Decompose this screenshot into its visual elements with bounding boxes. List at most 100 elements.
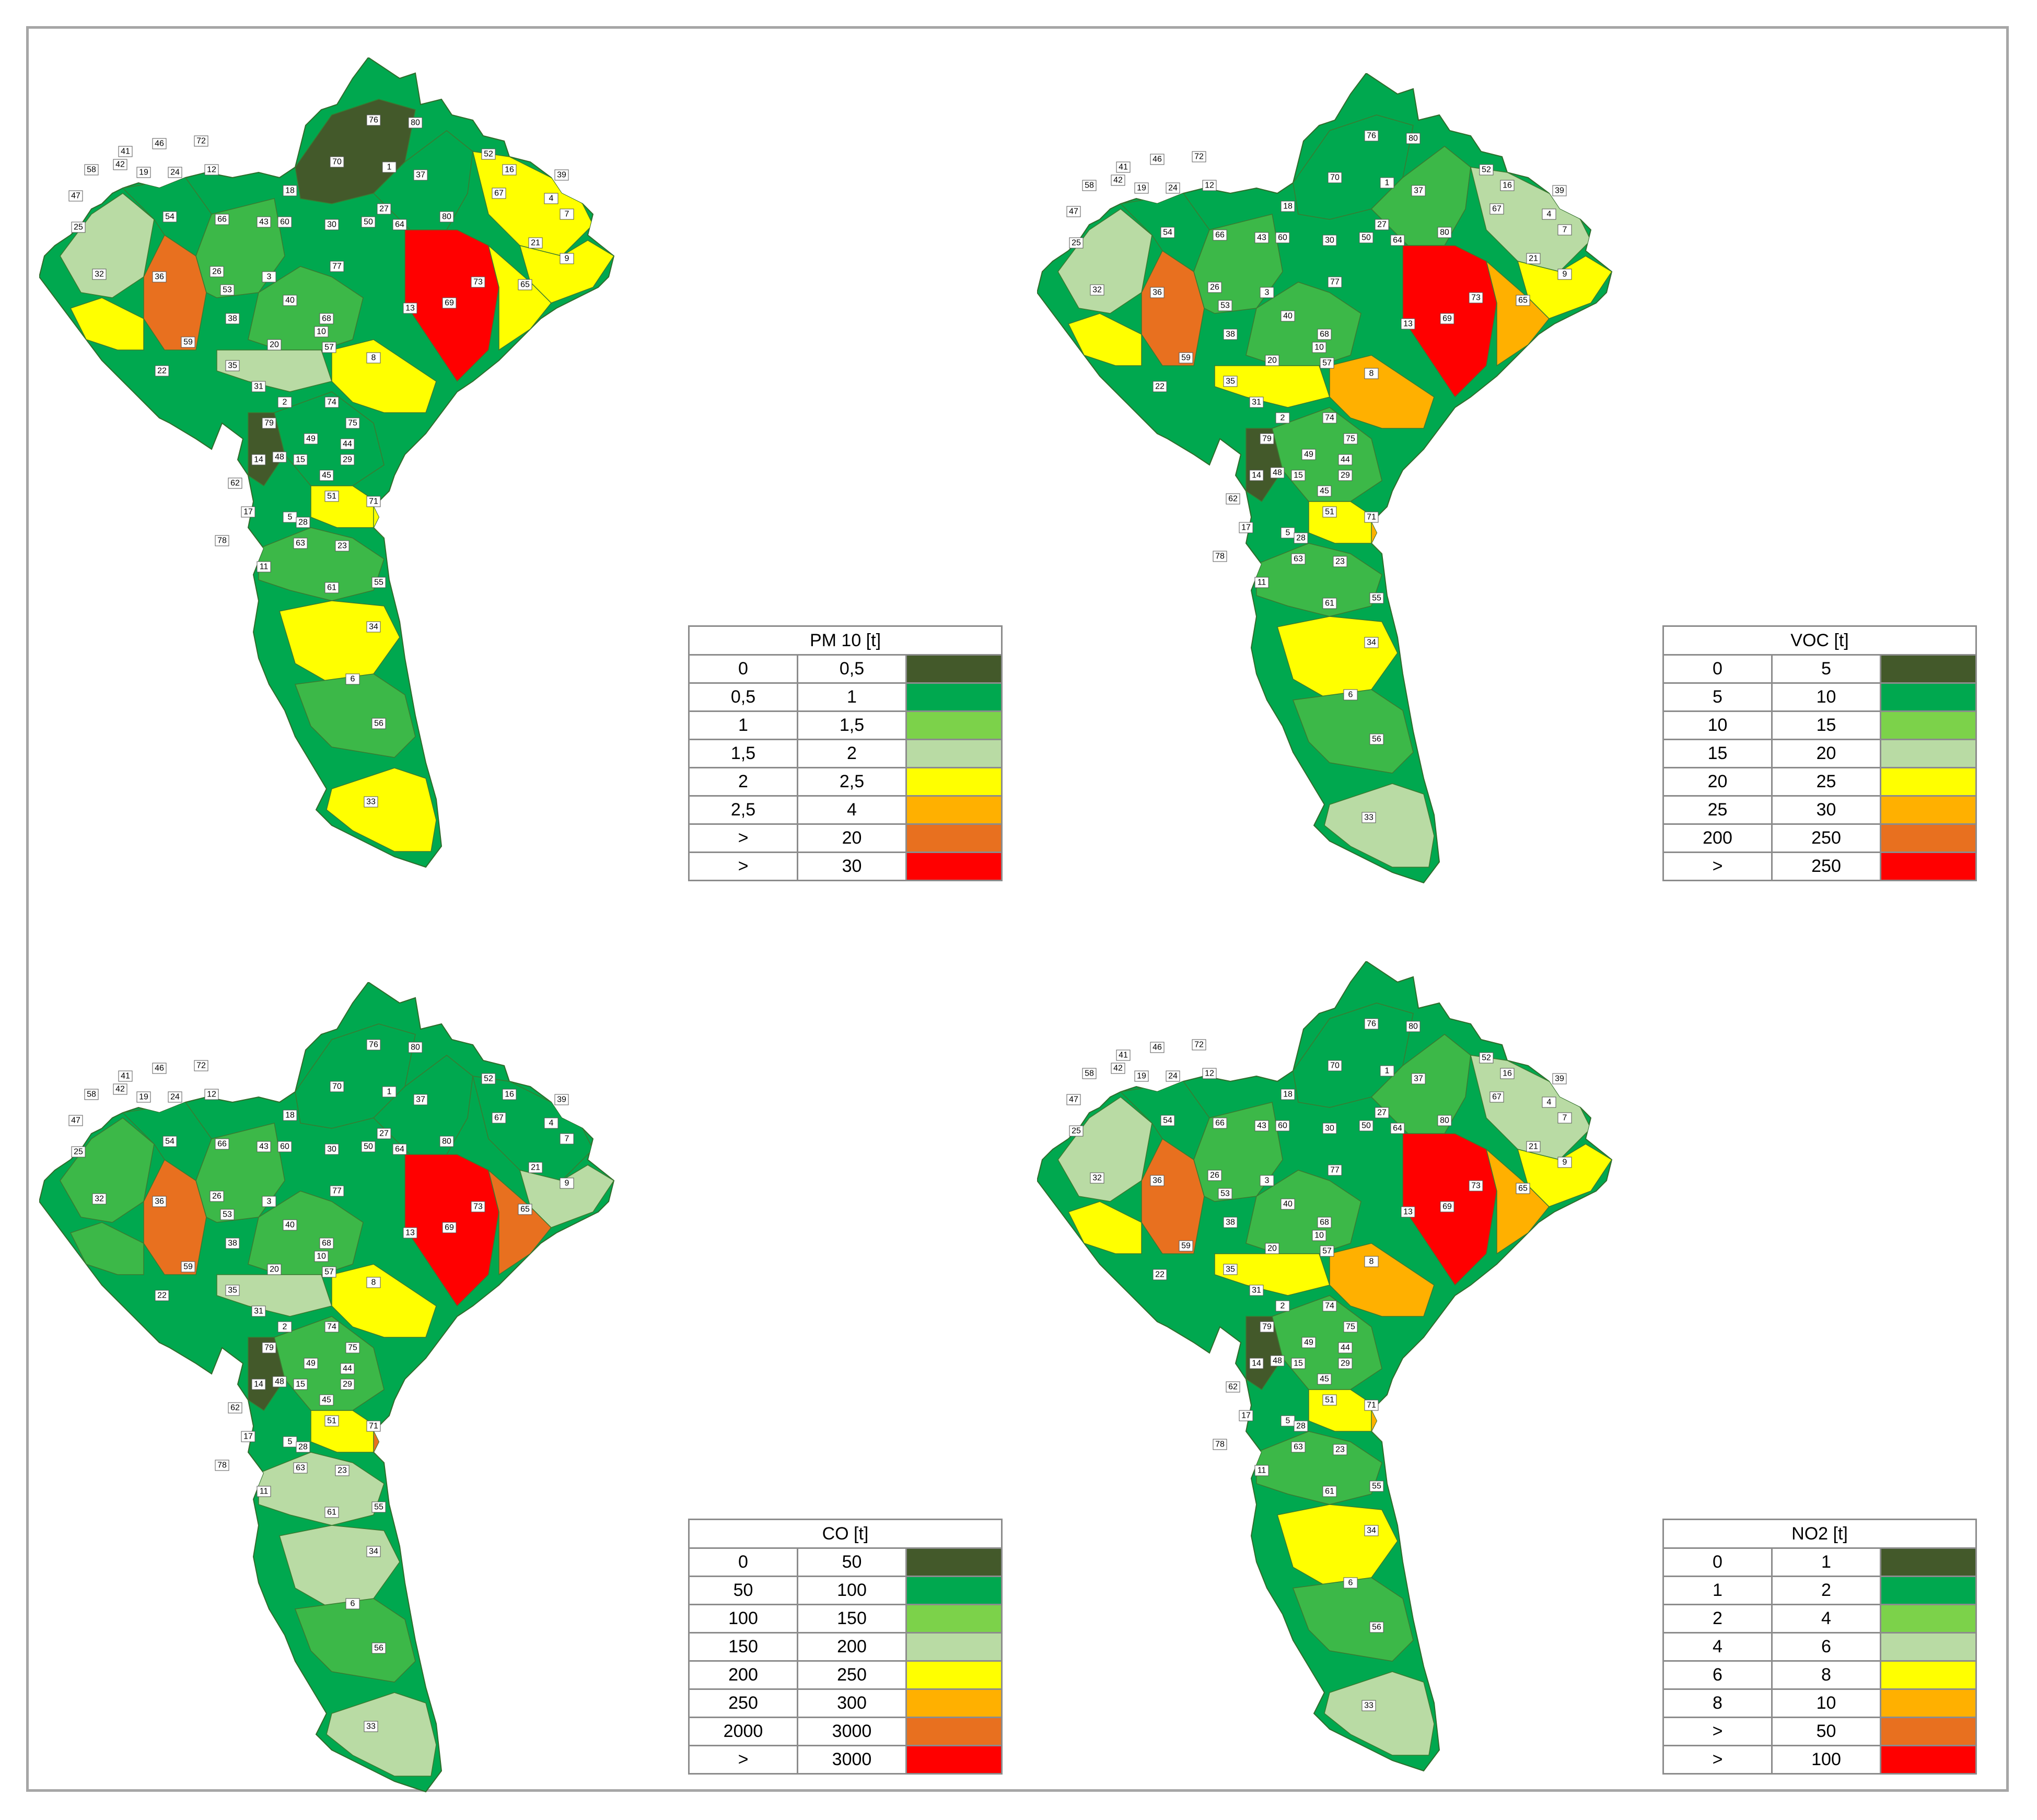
zone-label: 61 [1322,1486,1337,1497]
zone-label: 30 [324,1144,339,1155]
svg-text:66: 66 [217,215,227,224]
svg-text:20: 20 [270,341,279,349]
svg-text:28: 28 [1296,534,1306,543]
zone-label: 43 [1254,1120,1269,1131]
svg-text:61: 61 [1325,1487,1334,1496]
zone-label: 19 [1134,1070,1149,1082]
legend-to: 2,5 [797,767,907,797]
zone-label: 42 [113,159,127,170]
svg-text:41: 41 [1119,1051,1128,1060]
svg-text:40: 40 [285,1221,295,1230]
svg-text:6: 6 [351,675,355,684]
svg-text:3: 3 [267,1197,272,1206]
svg-text:36: 36 [155,273,164,282]
svg-text:4: 4 [1547,1098,1552,1107]
svg-text:14: 14 [1252,1359,1261,1368]
svg-text:74: 74 [327,1323,336,1332]
legend-swatch [1880,1660,1977,1690]
svg-text:70: 70 [332,1082,342,1091]
svg-text:36: 36 [155,1197,164,1206]
zone-label: 58 [1082,1068,1097,1079]
svg-text:58: 58 [87,1090,96,1099]
svg-text:4: 4 [1547,210,1552,219]
svg-text:76: 76 [369,116,378,125]
zone-label: 25 [71,1146,86,1158]
zone-label: 70 [330,1081,344,1092]
legend-swatch [1880,682,1977,712]
district-zone [216,349,332,392]
svg-text:11: 11 [260,1487,269,1496]
zone-label: 36 [152,271,167,283]
zone-label: 68 [1317,329,1332,340]
zone-label: 18 [283,185,297,196]
zone-label: 63 [293,1462,308,1474]
zone-label: 7 [560,208,574,220]
svg-text:11: 11 [1258,578,1266,587]
svg-text:53: 53 [223,286,232,295]
svg-text:64: 64 [1393,1124,1402,1133]
zone-label: 72 [1192,151,1206,162]
legend-swatch [905,1604,1003,1634]
svg-text:22: 22 [1155,1270,1165,1279]
zone-label: 46 [1150,154,1165,165]
svg-text:50: 50 [1361,1122,1371,1130]
svg-text:18: 18 [1283,1090,1293,1099]
svg-text:34: 34 [369,623,378,632]
svg-text:75: 75 [348,1344,357,1352]
zone-label: 44 [1338,454,1353,465]
svg-text:31: 31 [1252,398,1261,407]
zone-label: 14 [251,454,266,465]
zone-label: 4 [1542,1096,1556,1108]
svg-text:68: 68 [322,1239,331,1248]
zone-label: 39 [554,1094,569,1105]
svg-text:73: 73 [1471,294,1481,302]
svg-text:19: 19 [1137,1072,1146,1081]
svg-text:21: 21 [1529,1142,1538,1151]
svg-text:61: 61 [1325,599,1334,608]
zone-label: 43 [257,216,271,228]
zone-label: 48 [1270,467,1285,479]
zone-label: 66 [215,1138,229,1150]
zone-label: 11 [1254,1465,1269,1476]
zone-label: 21 [528,237,543,249]
svg-text:26: 26 [1210,283,1219,292]
svg-text:4: 4 [549,1119,554,1128]
zone-label: 77 [1328,1164,1342,1176]
zone-label: 50 [361,1141,376,1152]
svg-text:33: 33 [1364,813,1373,822]
district-zone [1214,365,1330,408]
district-zone [258,527,385,601]
zone-label: 64 [1390,235,1405,246]
legend-row: 250 300 [688,1688,1003,1718]
svg-text:18: 18 [285,186,295,195]
zone-label: 77 [1328,276,1342,288]
svg-text:12: 12 [1205,1069,1214,1078]
legend-from: 4 [1662,1632,1773,1662]
svg-text:78: 78 [1215,1440,1225,1449]
legend-row: 5 10 [1662,682,1977,712]
zone-label: 25 [1069,237,1084,249]
map-no2: 76 80 41 46 72 58 42 19 24 12 70 1 37 52 16 39 47 18 67 4 7 5… [1037,961,1627,1787]
svg-text:4: 4 [549,194,554,203]
svg-text:71: 71 [369,497,378,506]
zone-label: 63 [1291,1441,1306,1453]
svg-text:62: 62 [1228,495,1238,504]
svg-text:20: 20 [1267,1244,1277,1253]
svg-text:15: 15 [296,1380,305,1389]
legend-row: 0 50 [688,1547,1003,1577]
svg-text:54: 54 [165,213,174,221]
svg-text:8: 8 [371,354,376,363]
district-zone [1246,282,1361,366]
svg-text:32: 32 [1092,286,1102,295]
legend-row: 200 250 [1662,823,1977,853]
zone-label: 23 [335,1465,350,1476]
zone-label: 40 [1281,1198,1295,1210]
district-zone [1324,783,1435,868]
svg-text:6: 6 [351,1600,355,1608]
zone-label: 6 [1343,1577,1358,1589]
zone-label: 49 [304,433,318,445]
legend-from: 200 [688,1660,798,1690]
zone-label: 39 [554,169,569,181]
